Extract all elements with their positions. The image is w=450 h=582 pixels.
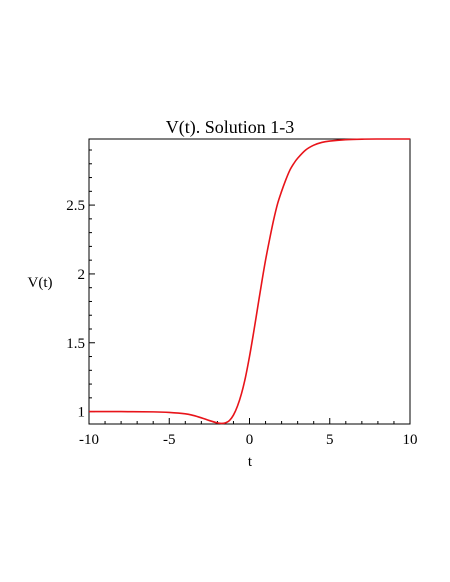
x-tick-label-4: 10 <box>403 432 418 448</box>
x-tick-label-0: -10 <box>79 432 99 448</box>
y-tick-label-0: 1 <box>78 405 86 421</box>
y-tick-label-3: 2.5 <box>66 198 85 214</box>
x-tick-label-3: 5 <box>326 432 334 448</box>
x-tick-label-2: 0 <box>246 432 254 448</box>
plot-frame <box>88 138 411 425</box>
x-axis-label: t <box>248 454 253 470</box>
series-layer <box>88 138 411 425</box>
series-line-0 <box>88 138 411 425</box>
y-tick-label-1: 1.5 <box>66 336 85 352</box>
y-axis-label: V(t) <box>28 275 53 291</box>
y-tick-label-2: 2 <box>78 267 86 283</box>
x-ticks: -10 -5 0 5 10 <box>79 418 418 448</box>
chart-title: V(t). Solution 1-3 <box>166 117 295 138</box>
minor-ticks <box>89 149 395 424</box>
x-tick-label-1: -5 <box>163 432 176 448</box>
y-ticks: 1 1.5 2 2.5 <box>66 198 95 421</box>
